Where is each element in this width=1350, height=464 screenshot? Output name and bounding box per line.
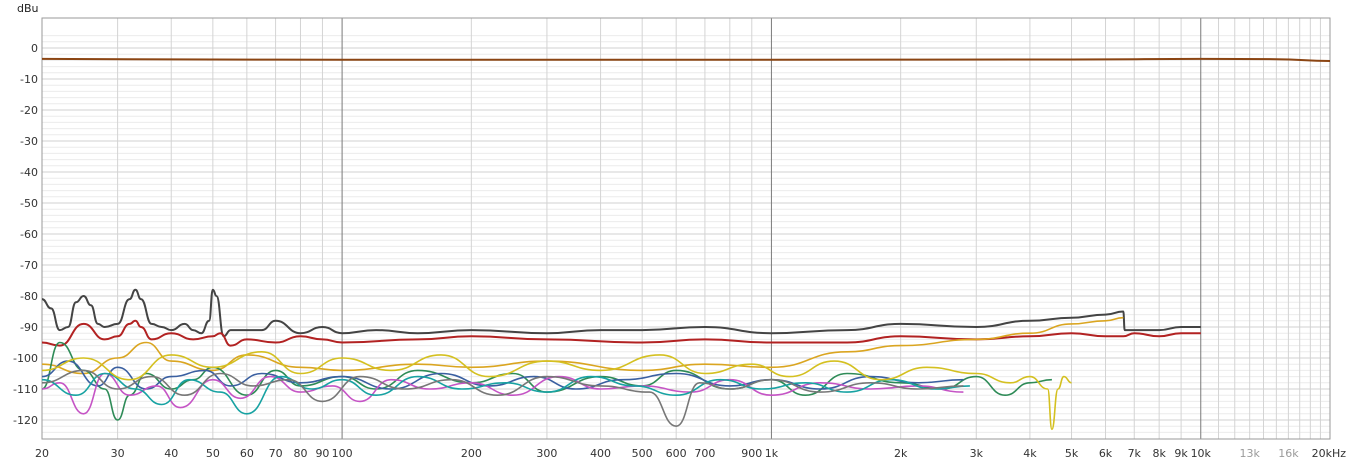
series-line-2 [41,288,1201,338]
x-tick-label: 900 [741,447,762,460]
x-tick-label: 70 [269,447,283,460]
x-tick-label: 5k [1065,447,1079,460]
series-layer [41,57,1331,431]
x-tick-label: 3k [970,447,984,460]
x-tick-label: 4k [1023,447,1037,460]
x-tick-label: 10k [1191,447,1212,460]
y-tick-label: -30 [20,135,38,148]
series-line-10 [41,351,1072,431]
x-tick-label: 600 [666,447,687,460]
x-tick-label: 50 [206,447,220,460]
series-line-1 [41,57,1331,62]
x-tick-label: 30 [111,447,125,460]
x-tick-label: 9k [1174,447,1188,460]
x-tick-label: 6k [1099,447,1113,460]
y-tick-label: -100 [13,352,38,365]
x-tick-label: 100 [332,447,353,460]
minor-gridlines [41,18,1331,439]
x-tick-label: 300 [536,447,557,460]
y-axis-unit-label: dBu [17,2,39,15]
x-tick-label: 8k [1152,447,1166,460]
x-tick-label: 700 [694,447,715,460]
y-axis-tick-labels: 0 -10 -20 -30 -40 -50 -60 -70 -80 -90 -100 -110 -120 [13,42,38,427]
x-axis-tick-labels: 20 30 40 50 60 70 80 90 100 200 300 400 500 600 700 900… [35,447,1346,460]
x-tick-label: 200 [461,447,482,460]
y-tick-label: -80 [20,290,38,303]
x-tick-label: 400 [590,447,611,460]
series-line-3 [41,319,1201,347]
x-tick-label: 20 [35,447,49,460]
x-tick-label: 13k [1239,447,1260,460]
y-tick-label: -60 [20,228,38,241]
y-tick-label: -40 [20,166,38,179]
series-line-4 [41,316,1124,375]
x-tick-label: 16k [1278,447,1299,460]
x-tick-label: 2k [894,447,908,460]
y-tick-label: -120 [13,414,38,427]
plot-frame [41,17,1331,440]
x-tick-label: 60 [240,447,254,460]
x-tick-label: 1k [765,447,779,460]
y-tick-label: -110 [13,383,38,396]
x-tick-label: 20kHz [1312,447,1347,460]
y-tick-label: 0 [31,42,38,55]
x-tick-label: 40 [164,447,178,460]
x-tick-label: 90 [315,447,329,460]
major-gridlines [42,18,1330,439]
y-tick-label: -70 [20,259,38,272]
series-line-9 [41,369,964,427]
x-tick-label: 500 [632,447,653,460]
x-tick-label: 7k [1128,447,1142,460]
y-tick-label: -90 [20,321,38,334]
y-tick-label: -10 [20,73,38,86]
y-tick-label: -20 [20,104,38,117]
x-tick-label: 80 [293,447,307,460]
y-tick-label: -50 [20,197,38,210]
series-line-7 [41,372,964,415]
